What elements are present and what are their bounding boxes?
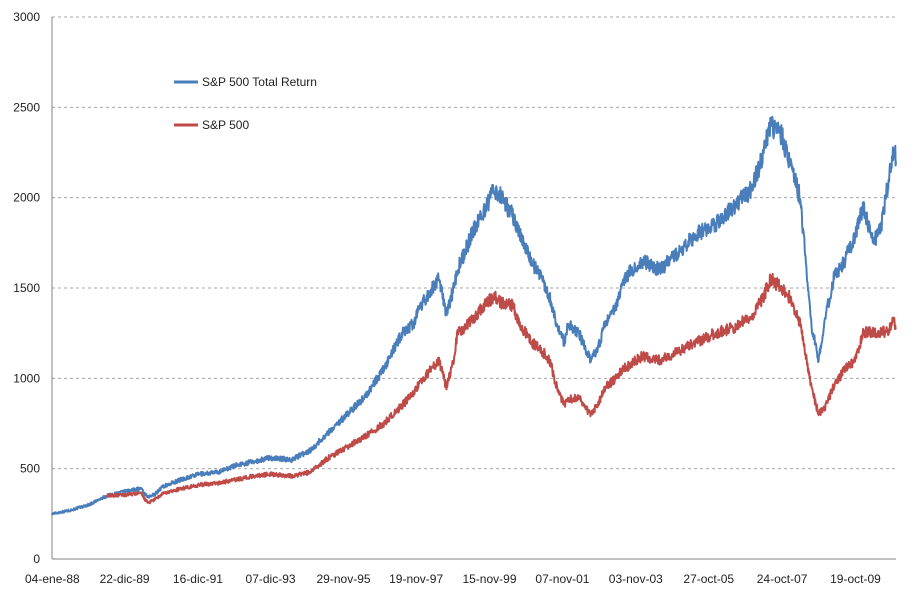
x-tick-label-3: 07-dic-93: [246, 572, 296, 586]
y-tick-label-1500: 1500: [13, 281, 40, 295]
series-line-total-return: [51, 115, 897, 516]
x-tick-label-6: 15-nov-99: [462, 572, 516, 586]
legend: S&P 500 Total Return S&P 500: [174, 75, 317, 132]
x-tick-labels: 04-ene-88 22-dic-89 16-dic-91 07-dic-93 29-n…: [25, 572, 881, 586]
x-tick-label-5: 19-nov-97: [389, 572, 443, 586]
x-tick-label-1: 22-dic-89: [100, 572, 150, 586]
series-line-sp500: [106, 272, 897, 505]
gridlines: [52, 16, 896, 470]
legend-label-total-return: S&P 500 Total Return: [202, 75, 317, 89]
x-tick-label-7: 07-nov-01: [535, 572, 589, 586]
y-tick-labels: 0 500 1000 1500 2000 2500 3000: [13, 10, 40, 566]
legend-label-sp500: S&P 500: [202, 118, 249, 132]
x-tick-label-8: 03-nov-03: [609, 572, 663, 586]
series-lines: [51, 115, 897, 516]
y-tick-label-3000: 3000: [13, 10, 40, 24]
x-tick-label-11: 19-oct-09: [830, 572, 881, 586]
y-tick-label-1000: 1000: [13, 371, 40, 385]
x-tick-label-9: 27-oct-05: [683, 572, 734, 586]
y-tick-label-0: 0: [33, 552, 40, 566]
x-tick-label-0: 04-ene-88: [25, 572, 80, 586]
y-tick-label-2500: 2500: [13, 100, 40, 114]
x-tick-label-2: 16-dic-91: [173, 572, 223, 586]
y-tick-label-2000: 2000: [13, 191, 40, 205]
y-tick-label-500: 500: [20, 462, 40, 476]
x-tick-label-10: 24-oct-07: [757, 572, 808, 586]
axes: [51, 17, 896, 560]
x-tick-label-4: 29-nov-95: [317, 572, 371, 586]
